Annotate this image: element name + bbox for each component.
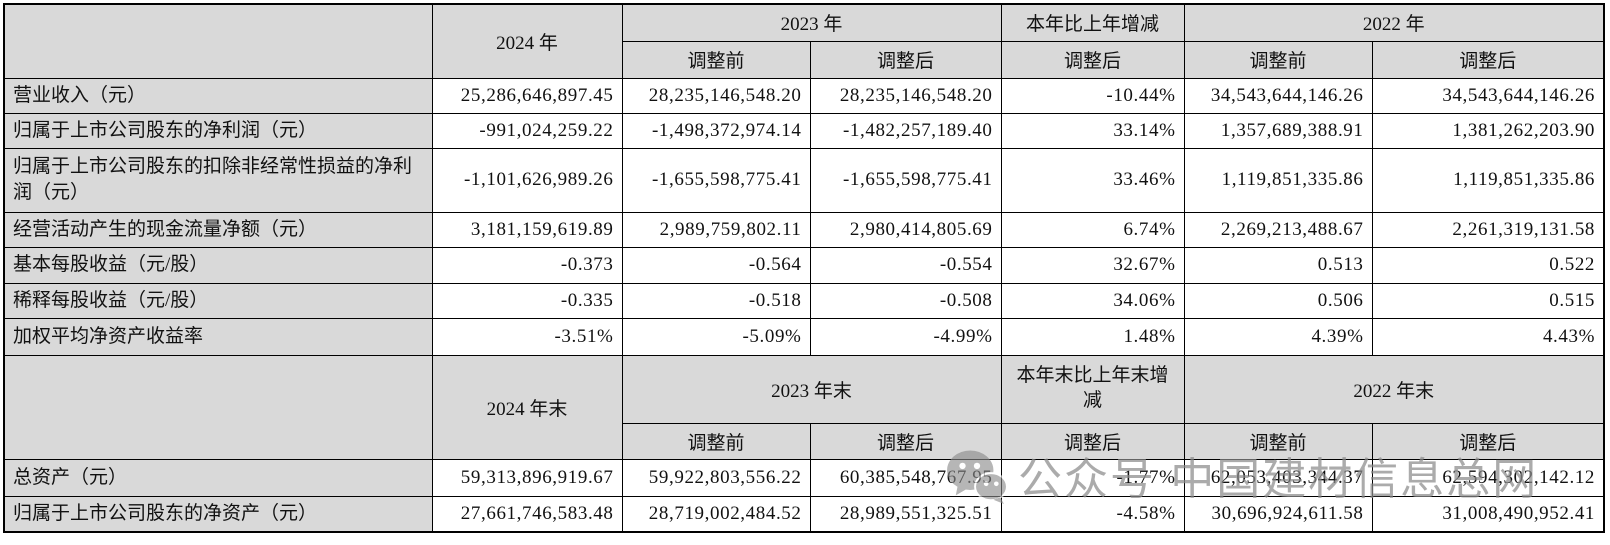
cell-2023-after: 2,980,414,805.69 xyxy=(809,211,1002,248)
cell-2022-after: 1,381,262,203.90 xyxy=(1371,112,1605,149)
header-2024-end: 2024 年末 xyxy=(431,354,623,460)
table-row-total-assets: 总资产（元） 59,313,896,919.67 59,922,803,556.… xyxy=(3,458,1605,497)
cell-2022-before: 1,357,689,388.91 xyxy=(1183,112,1373,149)
cell-2024: -1,101,626,989.26 xyxy=(431,147,623,213)
header-2023-adj-after: 调整后 xyxy=(809,40,1002,79)
cell-2023-before: -0.518 xyxy=(621,282,811,319)
header-change-adj-after: 调整后 xyxy=(1000,40,1185,79)
cell-change: 32.67% xyxy=(1000,246,1185,284)
cell-2023-before: 59,922,803,556.22 xyxy=(621,458,811,497)
cell-2022-after: 0.515 xyxy=(1371,282,1605,319)
cell-2024: 59,313,896,919.67 xyxy=(431,458,623,497)
table-row-basic-eps: 基本每股收益（元/股） -0.373 -0.564 -0.554 32.67% … xyxy=(3,246,1605,284)
row-label: 营业收入（元） xyxy=(3,77,433,114)
cell-2023-before: -1,655,598,775.41 xyxy=(621,147,811,213)
cell-2022-before: 34,543,644,146.26 xyxy=(1183,77,1373,114)
cell-2023-after: 28,235,146,548.20 xyxy=(809,77,1002,114)
header-2023: 2023 年 xyxy=(621,3,1002,42)
cell-2022-after: 31,008,490,952.41 xyxy=(1371,495,1605,533)
header-row-yearend-adjust: 调整前 调整后 调整后 调整前 调整后 xyxy=(4,422,1605,460)
cell-2022-after: 62,594,302,142.12 xyxy=(1371,458,1605,497)
cell-2022-before: 62,053,403,344.37 xyxy=(1183,458,1373,497)
cell-change: 1.48% xyxy=(1000,317,1185,356)
cell-2023-after: 28,989,551,325.51 xyxy=(809,495,1002,533)
cell-2022-before: 4.39% xyxy=(1183,317,1373,356)
table-row-net-profit: 归属于上市公司股东的净利润（元） -991,024,259.22 -1,498,… xyxy=(3,112,1605,149)
cell-change: 33.46% xyxy=(1000,147,1185,213)
cell-change: -10.44% xyxy=(1000,77,1185,114)
cell-2022-after: 1,119,851,335.86 xyxy=(1371,147,1605,213)
cell-2024: 25,286,646,897.45 xyxy=(431,77,623,114)
header-2022-end: 2022 年末 xyxy=(1183,354,1605,424)
cell-2022-before: 0.513 xyxy=(1183,246,1373,284)
header-row-years: 2024 年 2023 年 本年比上年增减 2022 年 xyxy=(3,3,1605,79)
header-row-adjust: 调整前 调整后 调整后 调整前 调整后 xyxy=(4,40,1605,79)
table-row-weighted-avg-roe: 加权平均净资产收益率 -3.51% -5.09% -4.99% 1.48% 4.… xyxy=(3,317,1605,356)
header-yearend-change-adj-after: 调整后 xyxy=(1000,422,1185,460)
cell-2023-after: -1,482,257,189.40 xyxy=(809,112,1002,149)
cell-2023-after: -1,655,598,775.41 xyxy=(809,147,1002,213)
header-2024: 2024 年 xyxy=(431,3,623,79)
cell-2024: 27,661,746,583.48 xyxy=(431,495,623,533)
header-yearend-change: 本年末比上年末增减 xyxy=(1000,354,1185,424)
row-label: 加权平均净资产收益率 xyxy=(3,317,433,356)
header-2022: 2022 年 xyxy=(1183,3,1605,42)
row-label: 经营活动产生的现金流量净额（元） xyxy=(3,211,433,248)
cell-2023-before: 2,989,759,802.11 xyxy=(621,211,811,248)
cell-change: -4.58% xyxy=(1000,495,1185,533)
cell-2023-before: -0.564 xyxy=(621,246,811,284)
header-2022-end-adj-after: 调整后 xyxy=(1371,422,1605,460)
header-row-yearend: 2024 年末 2023 年末 本年末比上年末增减 2022 年末 xyxy=(3,354,1605,460)
corner-blank-cell xyxy=(3,3,433,79)
row-label: 基本每股收益（元/股） xyxy=(3,246,433,284)
cell-2024: -0.373 xyxy=(431,246,623,284)
header-2022-adj-after: 调整后 xyxy=(1371,40,1605,79)
row-label: 稀释每股收益（元/股） xyxy=(3,282,433,319)
header-2022-end-adj-before: 调整前 xyxy=(1183,422,1373,460)
cell-2023-before: -1,498,372,974.14 xyxy=(621,112,811,149)
row-label: 归属于上市公司股东的净利润（元） xyxy=(3,112,433,149)
cell-change: 34.06% xyxy=(1000,282,1185,319)
header-2022-adj-before: 调整前 xyxy=(1183,40,1373,79)
cell-2022-before: 0.506 xyxy=(1183,282,1373,319)
header-2023-end-adj-after: 调整后 xyxy=(809,422,1002,460)
cell-change: 6.74% xyxy=(1000,211,1185,248)
cell-2022-before: 2,269,213,488.67 xyxy=(1183,211,1373,248)
table-row-revenue: 营业收入（元） 25,286,646,897.45 28,235,146,548… xyxy=(3,77,1605,114)
row-label: 归属于上市公司股东的净资产（元） xyxy=(3,495,433,533)
cell-2023-after: -0.508 xyxy=(809,282,1002,319)
cell-2022-after: 4.43% xyxy=(1371,317,1605,356)
cell-2022-after: 34,543,644,146.26 xyxy=(1371,77,1605,114)
table-row-net-assets: 归属于上市公司股东的净资产（元） 27,661,746,583.48 28,71… xyxy=(3,495,1605,533)
table-row-operating-cash-flow: 经营活动产生的现金流量净额（元） 3,181,159,619.89 2,989,… xyxy=(3,211,1605,248)
cell-2022-after: 0.522 xyxy=(1371,246,1605,284)
corner-blank-cell xyxy=(3,354,433,460)
header-2023-adj-before: 调整前 xyxy=(621,40,811,79)
table-row-diluted-eps: 稀释每股收益（元/股） -0.335 -0.518 -0.508 34.06% … xyxy=(3,282,1605,319)
cell-change: 33.14% xyxy=(1000,112,1185,149)
cell-2024: -0.335 xyxy=(431,282,623,319)
cell-2023-after: 60,385,548,767.95 xyxy=(809,458,1002,497)
cell-2023-before: 28,719,002,484.52 xyxy=(621,495,811,533)
cell-2023-after: -0.554 xyxy=(809,246,1002,284)
row-label: 归属于上市公司股东的扣除非经常性损益的净利润（元） xyxy=(3,147,433,213)
cell-2024: 3,181,159,619.89 xyxy=(431,211,623,248)
cell-2023-before: -5.09% xyxy=(621,317,811,356)
cell-2022-after: 2,261,319,131.58 xyxy=(1371,211,1605,248)
cell-2023-before: 28,235,146,548.20 xyxy=(621,77,811,114)
row-label: 总资产（元） xyxy=(3,458,433,497)
cell-2022-before: 30,696,924,611.58 xyxy=(1183,495,1373,533)
cell-2024: -3.51% xyxy=(431,317,623,356)
table-row-net-profit-excl-nonrecurring: 归属于上市公司股东的扣除非经常性损益的净利润（元） -1,101,626,989… xyxy=(3,147,1605,213)
header-2023-end-adj-before: 调整前 xyxy=(621,422,811,460)
cell-2022-before: 1,119,851,335.86 xyxy=(1183,147,1373,213)
header-2023-end: 2023 年末 xyxy=(621,354,1002,424)
cell-2023-after: -4.99% xyxy=(809,317,1002,356)
financial-summary-table: 2024 年 2023 年 本年比上年增减 2022 年 调整前 调整后 调整后… xyxy=(3,3,1606,533)
cell-change: -1.77% xyxy=(1000,458,1185,497)
cell-2024: -991,024,259.22 xyxy=(431,112,623,149)
header-change: 本年比上年增减 xyxy=(1000,3,1185,42)
